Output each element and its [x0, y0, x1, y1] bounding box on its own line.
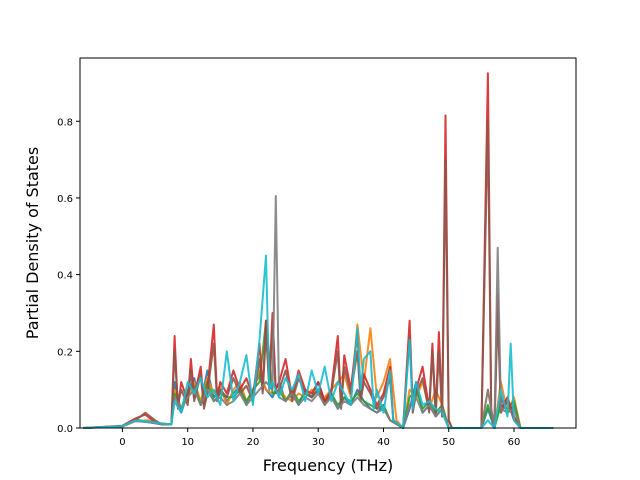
series-line-7 — [83, 254, 554, 429]
y-tick-label: 0.8 — [57, 117, 73, 128]
x-axis-label: Frequency (THz) — [263, 456, 393, 475]
x-tick-label: 30 — [312, 437, 325, 448]
x-tick-label: 0 — [119, 437, 125, 448]
x-tick-label: 40 — [377, 437, 390, 448]
x-tick-label: 20 — [247, 437, 260, 448]
series-layer — [83, 72, 554, 429]
plot-area — [80, 58, 576, 428]
y-tick-label: 0.4 — [57, 271, 73, 282]
y-tick-label: 0.0 — [57, 424, 73, 435]
x-tick-label: 10 — [181, 437, 194, 448]
y-tick-label: 0.2 — [57, 347, 73, 358]
y-axis-label: Partial Density of States — [23, 147, 42, 339]
x-tick-label: 50 — [442, 437, 455, 448]
y-tick-label: 0.6 — [57, 194, 73, 205]
y-axis: 0.0 0.2 0.4 0.6 0.8 — [57, 117, 80, 435]
x-tick-label: 60 — [508, 437, 521, 448]
plot-frame — [79, 57, 577, 429]
x-axis: 0 10 20 30 40 50 60 — [119, 428, 520, 448]
